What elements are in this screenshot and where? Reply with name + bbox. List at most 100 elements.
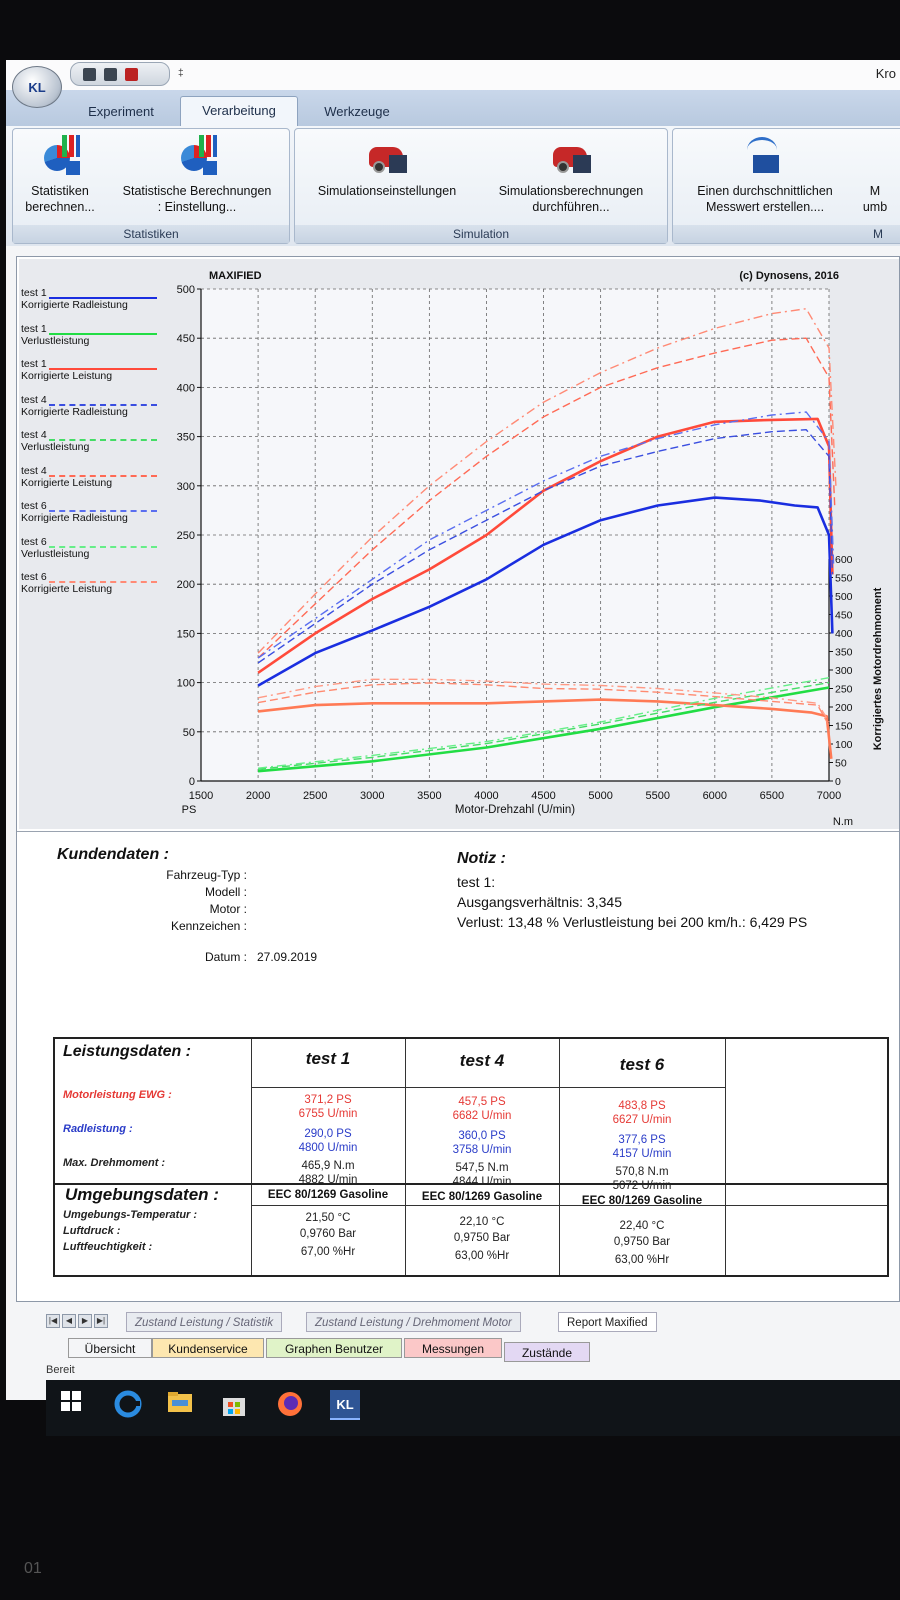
kl-app-taskbar-button[interactable]: KL	[330, 1390, 360, 1420]
x-tick-label: 5500	[645, 790, 669, 802]
y-tick-label: 50	[183, 727, 195, 739]
legend-swatch	[49, 368, 157, 370]
x-tick-label: 4500	[531, 790, 555, 802]
sheet-tab-statistik[interactable]: Zustand Leistung / Statistik	[126, 1312, 283, 1332]
cat-tab-graphen[interactable]: Graphen Benutzer	[266, 1338, 402, 1358]
sheet-tab-report-maxified[interactable]: Report Maxified	[558, 1312, 657, 1332]
average-value-icon	[743, 135, 787, 175]
cat-tab-kundenservice[interactable]: Kundenservice	[152, 1338, 264, 1358]
report-icon[interactable]	[125, 67, 138, 81]
file-explorer-icon[interactable]	[166, 1390, 196, 1420]
last-sheet-icon[interactable]: ▶|	[94, 1314, 108, 1328]
legend-test-name: test 4	[21, 393, 47, 406]
next-sheet-icon[interactable]: ▶	[78, 1314, 92, 1328]
button-label: berechnen...	[25, 200, 95, 214]
y-axis-unit-right: N.m	[833, 816, 853, 828]
right-tick-label: 350	[835, 647, 853, 659]
table-cell: 483,8 PS	[618, 1100, 666, 1112]
legend-test-name: test 4	[21, 429, 47, 441]
sheet-tab-drehmoment[interactable]: Zustand Leistung / Drehmoment Motor	[306, 1312, 521, 1332]
tab-werkzeuge[interactable]: Werkzeuge	[324, 104, 390, 119]
legend-test-name: test 1	[21, 358, 47, 370]
table-cell: 4844 U/min	[452, 1176, 512, 1188]
tab-experiment[interactable]: Experiment	[88, 104, 154, 119]
x-tick-label: 4000	[474, 790, 498, 802]
ribbon-group-messwert: Einen durchschnittlichen Messwert erstel…	[672, 128, 900, 244]
sheet-navigation: |◀ ◀ ▶ ▶|	[46, 1314, 108, 1330]
taskbar: KL	[46, 1380, 900, 1436]
firefox-icon[interactable]	[276, 1390, 306, 1420]
average-value-button[interactable]: Einen durchschnittlichen Messwert erstel…	[677, 135, 853, 215]
notes-line: test 1:	[457, 874, 496, 890]
tool-icon[interactable]	[83, 67, 96, 81]
model-label: Modell :	[204, 885, 247, 899]
statistics-icon	[38, 135, 82, 175]
tab-verarbeitung[interactable]: Verarbeitung	[180, 96, 298, 126]
right-tick-label: 300	[835, 665, 853, 677]
button-label: Statistische Berechnungen	[122, 184, 272, 198]
table-cell: 4800 U/min	[298, 1142, 358, 1154]
y-axis-label-right: Korrigiertes Motordrehmoment	[872, 587, 884, 750]
sheet-tab-bar: |◀ ◀ ▶ ▶| Zustand Leistung / Statistik Z…	[6, 1310, 890, 1332]
table-cell: 0,9750 Bar	[613, 1236, 671, 1248]
series-line	[257, 411, 835, 659]
edge-browser-icon[interactable]	[114, 1390, 144, 1420]
y-tick-label: 0	[189, 776, 195, 788]
humidity-label: Luftfeuchtigkeit :	[63, 1241, 153, 1253]
legend-swatch	[49, 403, 157, 406]
customer-data-section: Kundendaten : Fahrzeug-Typ : Modell : Mo…	[17, 831, 899, 1009]
store-icon[interactable]	[220, 1390, 250, 1420]
table-cell: 22,10 °C	[459, 1216, 505, 1228]
truncated-button[interactable]: M umb	[855, 183, 895, 215]
button-label: M	[869, 184, 881, 198]
table-cell: 21,50 °C	[305, 1212, 351, 1224]
legend-test-name: test 6	[21, 535, 47, 548]
table-header-test1: test 1	[305, 1049, 351, 1068]
cat-tab-uebersicht[interactable]: Übersicht	[68, 1338, 152, 1358]
table-cell: 0,9750 Bar	[453, 1232, 511, 1244]
legend-series-label: Korrigierte Leistung	[21, 476, 113, 489]
prev-sheet-icon[interactable]: ◀	[62, 1314, 76, 1328]
table-cell: 67,00 %Hr	[300, 1246, 356, 1258]
category-tab-bar: Übersicht Kundenservice Graphen Benutzer…	[6, 1336, 900, 1376]
series-line	[257, 698, 833, 759]
legend-series-label: Korrigierte Radleistung	[21, 299, 128, 311]
notes-line: Verlust: 13,48 % Verlustleistung bei 200…	[457, 914, 808, 930]
table-cell: 6682 U/min	[452, 1110, 512, 1122]
legend-test-name: test 1	[21, 322, 47, 335]
title-bar: ‡ Kro	[6, 60, 900, 90]
performance-data-title: Leistungsdaten :	[63, 1043, 192, 1060]
status-bar-text: Bereit	[46, 1364, 75, 1376]
simulation-settings-button[interactable]: Simulationseinstellungen	[299, 135, 475, 199]
table-cell: 457,5 PS	[458, 1096, 506, 1108]
cat-tab-zustaende[interactable]: Zustände	[504, 1342, 590, 1362]
cat-tab-messungen[interactable]: Messungen	[404, 1338, 502, 1358]
y-tick-label: 250	[177, 530, 195, 542]
first-sheet-icon[interactable]: |◀	[46, 1314, 60, 1328]
date-label: Datum :	[204, 950, 247, 964]
x-tick-label: 7000	[817, 790, 841, 802]
report-content: test 1 Korrigierte Radleistung test 1 Verlu…	[16, 256, 900, 1302]
statistics-calculate-button[interactable]: Statistiken berechnen...	[17, 135, 103, 215]
print-icon[interactable]	[104, 67, 117, 81]
standard-label: EEC 80/1269 Gasoline	[267, 1189, 389, 1201]
windows-start-icon[interactable]	[60, 1390, 90, 1420]
app-logo-button[interactable]: KL	[12, 66, 62, 108]
quick-access-menu-button[interactable]: ‡	[178, 68, 184, 79]
button-label: Messwert erstellen....	[705, 200, 825, 214]
ribbon-group-statistiken: Statistiken berechnen... Statistische Be…	[12, 128, 290, 244]
legend-test-name: test 1	[21, 287, 47, 299]
right-tick-label: 150	[835, 721, 853, 733]
table-cell: 63,00 %Hr	[454, 1250, 510, 1262]
table-cell: 0,9760 Bar	[299, 1228, 357, 1240]
legend-series-label: Korrigierte Radleistung	[21, 512, 128, 524]
simulation-run-button[interactable]: Simulationsberechnungen durchführen...	[477, 135, 665, 215]
series-line	[257, 428, 834, 664]
table-cell: 22,40 °C	[619, 1220, 665, 1232]
y-tick-label: 200	[177, 579, 195, 591]
statistics-settings-button[interactable]: Statistische Berechnungen : Einstellung.…	[105, 135, 289, 215]
right-tick-label: 200	[835, 702, 853, 714]
right-tick-label: 450	[835, 610, 853, 622]
group-label: M	[673, 225, 900, 243]
right-tick-label: 600	[835, 554, 853, 566]
